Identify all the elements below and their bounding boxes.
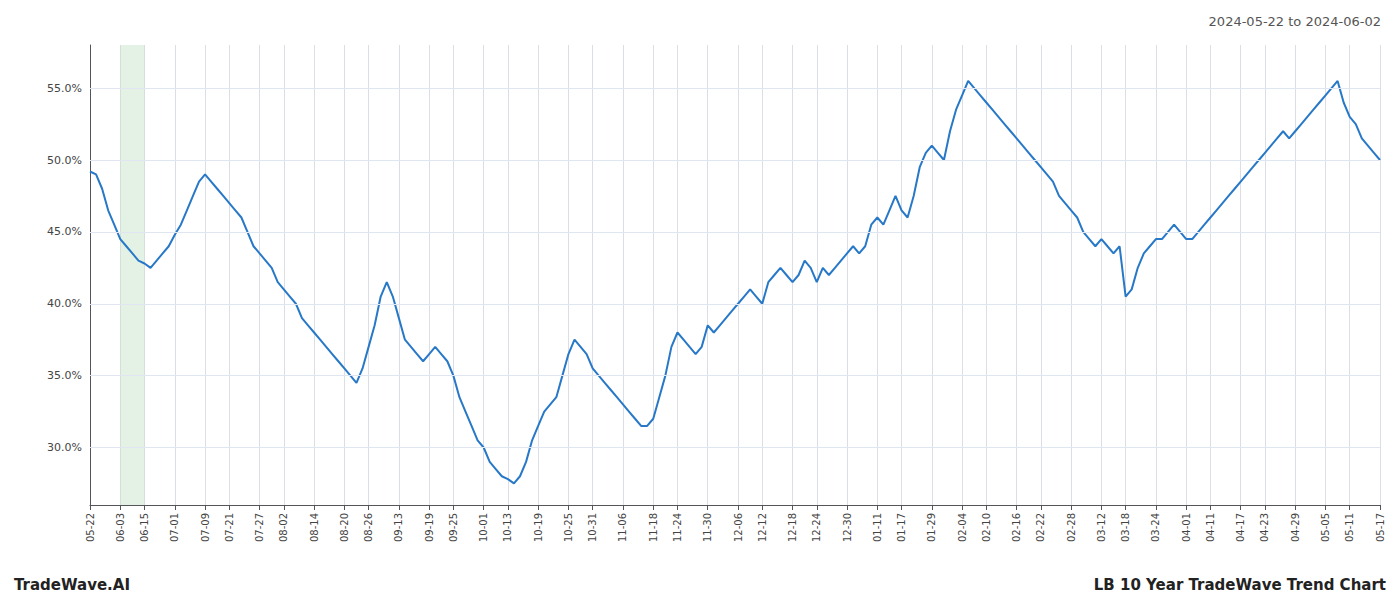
svg-text:11-24: 11-24 <box>672 513 683 542</box>
svg-text:50.0%: 50.0% <box>47 154 82 167</box>
svg-text:12-12: 12-12 <box>757 513 768 542</box>
svg-text:11-18: 11-18 <box>648 513 659 542</box>
svg-text:LB 10 Year TradeWave Trend Cha: LB 10 Year TradeWave Trend Chart <box>1094 576 1386 594</box>
svg-text:04-29: 04-29 <box>1290 513 1301 542</box>
svg-text:06-03: 06-03 <box>115 513 126 542</box>
svg-text:11-30: 11-30 <box>702 513 713 542</box>
svg-text:07-21: 07-21 <box>224 513 235 542</box>
svg-text:07-09: 07-09 <box>200 513 211 542</box>
svg-text:02-04: 02-04 <box>957 513 968 542</box>
svg-text:03-24: 03-24 <box>1150 513 1161 542</box>
svg-text:08-02: 08-02 <box>278 513 289 542</box>
svg-text:07-27: 07-27 <box>254 513 265 542</box>
svg-text:06-15: 06-15 <box>139 513 150 542</box>
svg-text:12-30: 12-30 <box>842 513 853 542</box>
svg-text:05-17: 05-17 <box>1375 513 1386 542</box>
svg-text:10-01: 10-01 <box>478 513 489 542</box>
svg-text:05-05: 05-05 <box>1320 513 1331 542</box>
svg-text:12-06: 12-06 <box>733 513 744 542</box>
svg-text:40.0%: 40.0% <box>47 297 82 310</box>
svg-text:10-31: 10-31 <box>587 513 598 542</box>
svg-text:05-11: 05-11 <box>1344 513 1355 542</box>
svg-text:01-11: 01-11 <box>872 513 883 542</box>
svg-text:07-01: 07-01 <box>169 513 180 542</box>
svg-text:10-25: 10-25 <box>563 513 574 542</box>
svg-text:03-12: 03-12 <box>1096 513 1107 542</box>
svg-text:02-10: 02-10 <box>981 513 992 542</box>
svg-text:35.0%: 35.0% <box>47 369 82 382</box>
svg-text:04-11: 04-11 <box>1205 513 1216 542</box>
svg-text:02-22: 02-22 <box>1035 513 1046 542</box>
svg-text:45.0%: 45.0% <box>47 225 82 238</box>
svg-text:05-22: 05-22 <box>85 513 96 542</box>
svg-text:09-19: 09-19 <box>424 513 435 542</box>
svg-text:10-19: 10-19 <box>533 513 544 542</box>
svg-text:11-06: 11-06 <box>617 513 628 542</box>
svg-text:04-01: 04-01 <box>1181 513 1192 542</box>
svg-text:01-29: 01-29 <box>926 513 937 542</box>
svg-text:55.0%: 55.0% <box>47 82 82 95</box>
svg-text:02-28: 02-28 <box>1066 513 1077 542</box>
svg-text:12-24: 12-24 <box>811 513 822 542</box>
svg-text:02-16: 02-16 <box>1011 513 1022 542</box>
svg-text:09-13: 09-13 <box>393 513 404 542</box>
svg-text:04-23: 04-23 <box>1259 513 1270 542</box>
svg-text:30.0%: 30.0% <box>47 441 82 454</box>
svg-text:03-18: 03-18 <box>1120 513 1131 542</box>
svg-text:09-25: 09-25 <box>448 513 459 542</box>
svg-text:08-14: 08-14 <box>309 513 320 542</box>
svg-text:04-17: 04-17 <box>1235 513 1246 542</box>
svg-text:TradeWave.AI: TradeWave.AI <box>14 576 130 594</box>
svg-text:01-17: 01-17 <box>896 513 907 542</box>
svg-text:08-26: 08-26 <box>363 513 374 542</box>
svg-text:12-18: 12-18 <box>787 513 798 542</box>
svg-text:10-13: 10-13 <box>502 513 513 542</box>
svg-text:08-20: 08-20 <box>339 513 350 542</box>
svg-text:2024-05-22 to 2024-06-02: 2024-05-22 to 2024-06-02 <box>1209 14 1381 29</box>
